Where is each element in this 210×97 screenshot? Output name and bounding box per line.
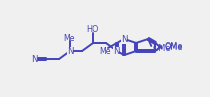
Text: OMe: OMe — [164, 43, 182, 52]
Text: N: N — [113, 47, 119, 56]
Text: OMe: OMe — [164, 42, 182, 51]
Text: OMe: OMe — [152, 44, 171, 53]
Text: N: N — [67, 47, 73, 56]
Text: N: N — [121, 35, 127, 44]
Text: Me: Me — [63, 34, 75, 43]
Text: Me: Me — [99, 47, 111, 56]
Text: N: N — [31, 55, 37, 64]
Text: HO: HO — [86, 25, 98, 34]
Text: O: O — [121, 35, 127, 44]
